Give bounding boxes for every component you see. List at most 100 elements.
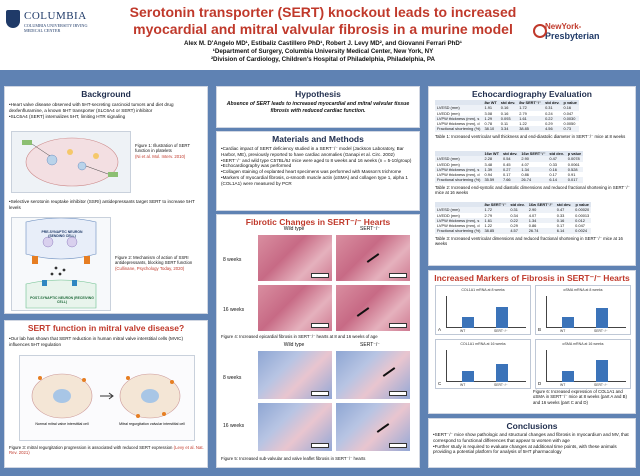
- logo-right-line2: Presbyterian: [545, 31, 600, 41]
- t3-col-3: 16w SERT⁻/⁻: [526, 202, 555, 208]
- background-panel: Background •Heart valve disease observed…: [4, 86, 208, 314]
- figure-2-top-label: PRE-SYNAPTIC NEURON (SENDING CELL): [41, 230, 83, 238]
- bar-wt: [562, 317, 574, 328]
- table-3-caption: Table 3: Increased ventricular dimension…: [435, 236, 623, 247]
- fibrotic-panel: Fibrotic Changes in SERT⁻/⁻ Hearts Wild …: [216, 214, 420, 468]
- t2-col-2: std dev.: [500, 151, 520, 157]
- x-axis: [546, 327, 626, 328]
- methods-heading: Materials and Methods: [272, 134, 364, 144]
- figure-2-reference: (Cullinane, Psychology Today, 2020): [115, 265, 185, 271]
- y-axis: [546, 296, 547, 328]
- valve-histology-wt-16w: [257, 402, 333, 452]
- t1-col-1: 8w WT: [482, 100, 499, 106]
- valve-cell-diagram: [31, 373, 181, 419]
- arrow-icon: [356, 307, 370, 317]
- t2-col-1: 16w WT: [482, 151, 501, 157]
- table-row: LVPW thickness (mm), d 1.22 0.29 0.86 0.17 0.…: [437, 223, 585, 229]
- bar-sert: [496, 306, 508, 328]
- table-row: LVPW thickness (mm), s 1.61 0.22 1.34 0.16 0.…: [435, 217, 592, 224]
- hypothesis-text: Absence of SERT leads to increased myoca…: [226, 101, 410, 114]
- valve-histology-ko-8w: [335, 350, 411, 400]
- affiliation-1: ¹Department of Surgery, Columbia Univers…: [212, 48, 434, 55]
- figure-2-caption: Figure 2: Mechanism of action of SSRI an…: [115, 255, 193, 271]
- authors: Alex M. D'Angelo MD¹, Estibaliz Castille…: [184, 40, 462, 47]
- methods-item-1: •Cardiac impact of SERT deficiency studi…: [221, 146, 404, 157]
- t3-col-2: std dev.: [508, 202, 527, 208]
- echo-table-1: 8w WT std dev. 8w SERT⁻/⁻ std dev. p value L…: [435, 100, 579, 132]
- conclusion-2: •Further study is required to evaluate c…: [433, 443, 617, 455]
- echo-panel: Echocardiography Evaluation 8w WT std dev…: [428, 86, 636, 266]
- background-heading: Background: [81, 89, 131, 99]
- normal-cell-label: Normal mitral valve interstitial cell: [35, 422, 89, 426]
- table-row: Fractional shortening (%) 38.10 3.34 38.85 4…: [435, 126, 579, 132]
- newyork-presbyterian-logo: NewYork- Presbyterian: [533, 22, 635, 48]
- hypothesis-heading: Hypothesis: [295, 89, 341, 99]
- echo-table-2: 16w WT std dev. 16w SERT⁻/⁻ std dev. p value…: [435, 151, 584, 183]
- t1-col-4: std dev.: [543, 100, 562, 106]
- scale-bar: [311, 391, 329, 396]
- table-row: LVPW thickness (mm), d 0.94 0.17 0.86 0.17 0.…: [437, 172, 576, 178]
- sert-ko-label: SERT⁻/⁻: [360, 226, 380, 232]
- authors-block: Alex M. D'Angelo MD¹, Estibaliz Castille…: [108, 40, 538, 64]
- columbia-logo: COLUMBIA COLUMBIA UNIVERSITY IRVING MEDI…: [6, 8, 96, 48]
- chart-panel-letter: B: [538, 327, 542, 332]
- x-axis: [446, 381, 526, 382]
- markers-heading: Increased Markers of Fibrosis in SERT⁻/⁻…: [434, 273, 630, 283]
- regurgitation-cell-label: Mitral regurgitation valvular interstiti…: [119, 422, 185, 426]
- methods-item-5: •Markers of myocardial fibrosis, α-smoot…: [221, 174, 408, 186]
- table-row: Fractional shortening (%) 35.59 7.66 26.74 6…: [435, 177, 584, 183]
- poster-title: Serotonin transporter (SERT) knockout le…: [129, 4, 517, 37]
- figure-4-caption: Figure 4: Increased epicardial fibrosis …: [221, 334, 378, 339]
- bar-sert: [596, 307, 608, 328]
- scale-bar: [311, 443, 329, 448]
- t1-col-0: [435, 100, 483, 106]
- valve-histology-ko-16w: [335, 402, 411, 452]
- fibrotic-heading: Fibrotic Changes in SERT⁻/⁻ Hearts: [245, 217, 391, 227]
- t2-col-5: p value: [565, 151, 584, 157]
- arrow-icon: [376, 423, 390, 433]
- row-8-weeks: 8 weeks: [223, 257, 242, 263]
- logo-mark-icon: [533, 24, 547, 38]
- figure-1-caption: Figure 1: Illustration of SERT function …: [135, 143, 191, 159]
- scale-bar: [389, 391, 407, 396]
- bar-wt: [462, 371, 474, 382]
- chart-panel-letter: A: [438, 327, 442, 332]
- figure-3-reference: (Levy et al. Nat. Rev. 2021): [9, 445, 204, 456]
- x-tick-label: SERT⁻/⁻: [494, 383, 508, 387]
- histology-ko-16w: [335, 284, 411, 332]
- y-axis: [446, 350, 447, 382]
- scale-bar: [389, 273, 407, 278]
- chart-title: COL1A1 mRNA at 8 weeks: [461, 288, 505, 292]
- background-bullet-3: •Selective serotonin reuptake inhibitor …: [9, 199, 195, 210]
- table-row: LVEDD (mm) 3.08 0.16 2.79 0.24 0.047: [437, 110, 574, 116]
- figure-2-bottom-label: POST-SYNAPTIC NEURON (RECEIVING CELL): [30, 296, 94, 304]
- bar-wt: [562, 371, 574, 382]
- t1-col-5: p value: [561, 100, 579, 106]
- t1-col-3: 8w SERT⁻/⁻: [517, 100, 544, 106]
- table-row: LVEDD (mm) 3.48 0.45 4.07 0.33 0.0061: [437, 161, 580, 167]
- y-axis: [446, 296, 447, 328]
- logo-subtitle: COLUMBIA UNIVERSITY IRVING MEDICAL CENTE…: [24, 23, 88, 33]
- poster-header: COLUMBIA COLUMBIA UNIVERSITY IRVING MEDI…: [0, 0, 640, 70]
- chart-title: COL1A1 mRNA at 16 weeks: [460, 342, 506, 346]
- sert-valve-heading: SERT function in mitral valve disease?: [27, 323, 185, 333]
- histology-ko-8w: [335, 234, 411, 282]
- table-row: LVEDD (mm) 2.79 0.34 4.07 0.33 0.00013: [437, 212, 590, 218]
- background-bullet-1: •Heart valve disease observed with 5HT-s…: [9, 102, 174, 113]
- table-row: LVPW thickness (mm), s 1.39 0.27 1.34 0.16 0.…: [435, 166, 584, 173]
- bar-chart-1: COL1A1 mRNA at 8 weeks WT SERT⁻/⁻ A: [435, 285, 531, 335]
- x-tick-label: SERT⁻/⁻: [494, 329, 508, 333]
- wild-type-label-2: Wild type: [283, 342, 305, 348]
- bar-sert: [596, 359, 608, 382]
- chart-title: αSMA mRNA at 8 weeks: [563, 288, 603, 292]
- x-tick-label: WT: [460, 383, 466, 387]
- table-row: Fractional shortening (%) 38.85 4.57 26.74 6…: [435, 228, 592, 234]
- methods-item-3: •Echocardiography was performed: [221, 163, 292, 169]
- figure-2-ssri-mechanism: PRE-SYNAPTIC NEURON (SENDING CELL) POST-…: [11, 217, 111, 311]
- figure-5-caption: Figure 5: Increased sub-valvular and val…: [221, 456, 366, 461]
- histology-wt-16w: [257, 284, 333, 332]
- affiliation-2: ²Division of Cardiology, Children's Hosp…: [210, 56, 435, 63]
- chart-panel-letter: C: [438, 381, 442, 386]
- bar-chart-2: αSMA mRNA at 8 weeks WT SERT⁻/⁻ B: [535, 285, 631, 335]
- methods-item-4: •Collagen staining of explanted heart sp…: [221, 169, 402, 175]
